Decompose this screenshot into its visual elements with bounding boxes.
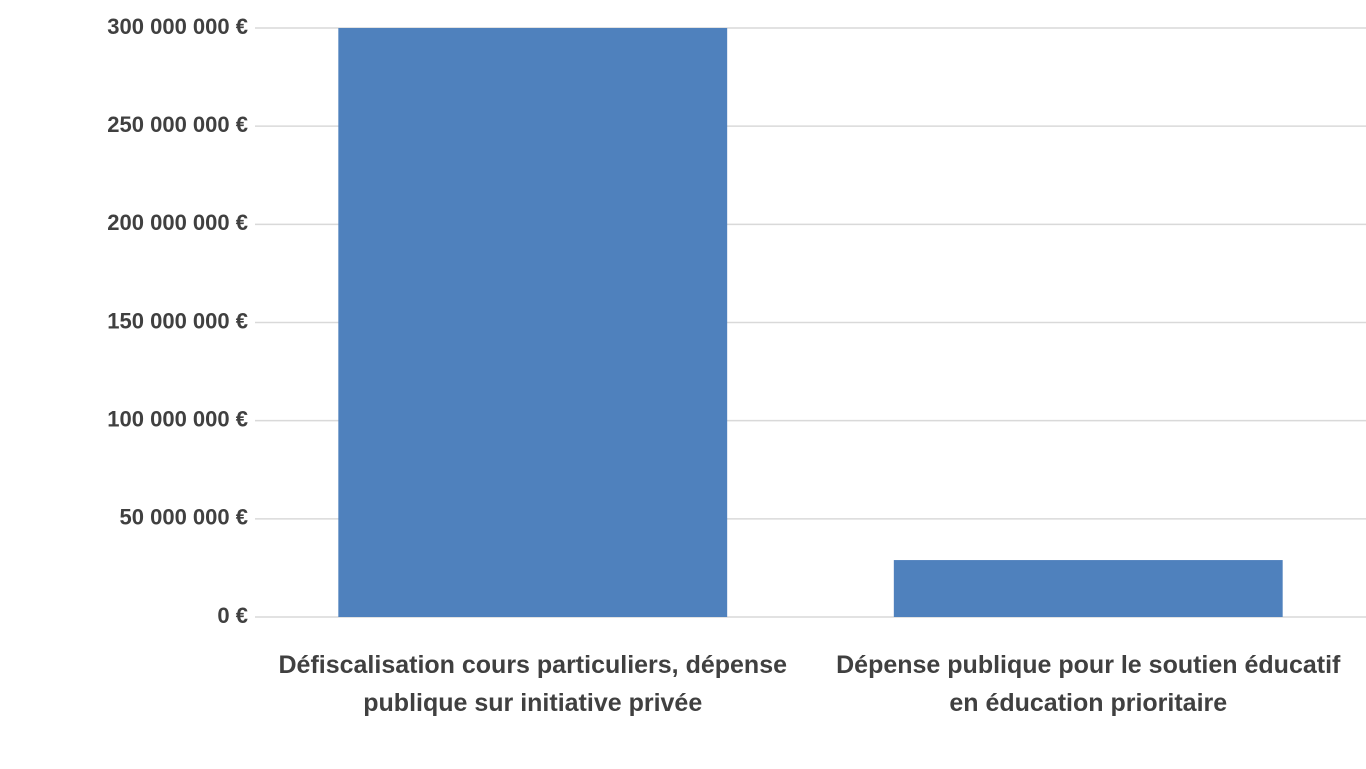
y-tick-label: 250 000 000 €	[107, 112, 248, 137]
x-tick-label: Défiscalisation cours particuliers, dépe…	[278, 651, 788, 717]
y-tick-label: 150 000 000 €	[107, 308, 248, 333]
y-tick-label: 300 000 000 €	[107, 14, 248, 39]
y-tick-label: 200 000 000 €	[107, 210, 248, 235]
bar	[893, 560, 1283, 617]
x-tick-label: Dépense publique pour le soutien éducati…	[836, 651, 1341, 717]
y-tick-label: 50 000 000 €	[120, 505, 248, 530]
y-tick-label: 0 €	[217, 603, 248, 628]
y-tick-label: 100 000 000 €	[107, 406, 248, 431]
bar	[338, 28, 728, 617]
